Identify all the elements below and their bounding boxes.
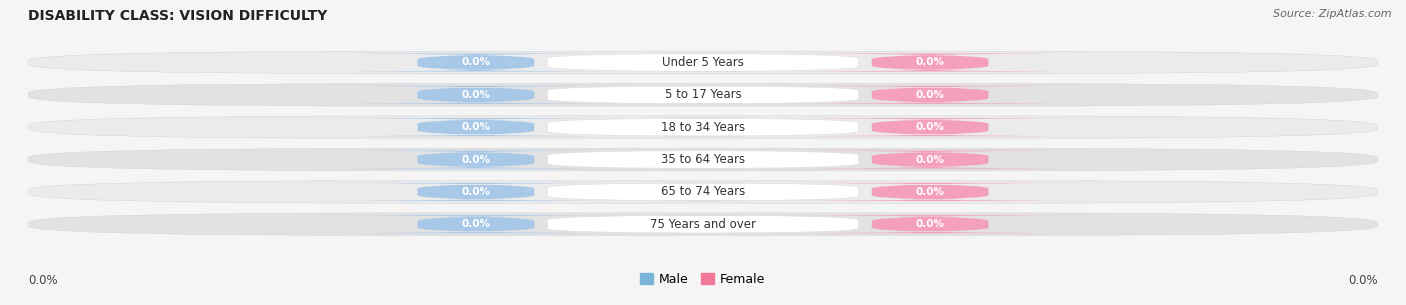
FancyBboxPatch shape [28, 84, 1378, 106]
FancyBboxPatch shape [755, 150, 1105, 169]
FancyBboxPatch shape [547, 53, 859, 72]
Text: 5 to 17 Years: 5 to 17 Years [665, 88, 741, 101]
Text: 0.0%: 0.0% [461, 155, 491, 164]
FancyBboxPatch shape [301, 183, 651, 201]
Text: Source: ZipAtlas.com: Source: ZipAtlas.com [1274, 9, 1392, 19]
Legend: Male, Female: Male, Female [636, 268, 770, 291]
Text: 0.0%: 0.0% [461, 90, 491, 100]
FancyBboxPatch shape [301, 150, 651, 169]
FancyBboxPatch shape [28, 116, 1378, 138]
FancyBboxPatch shape [755, 86, 1105, 104]
FancyBboxPatch shape [301, 215, 651, 233]
Text: 0.0%: 0.0% [915, 90, 945, 100]
FancyBboxPatch shape [301, 53, 651, 72]
Text: 0.0%: 0.0% [915, 122, 945, 132]
FancyBboxPatch shape [547, 86, 859, 104]
FancyBboxPatch shape [547, 150, 859, 169]
FancyBboxPatch shape [301, 86, 651, 104]
Text: 0.0%: 0.0% [461, 57, 491, 67]
Text: 0.0%: 0.0% [1348, 274, 1378, 287]
FancyBboxPatch shape [28, 51, 1378, 74]
FancyBboxPatch shape [547, 118, 859, 136]
Text: 0.0%: 0.0% [461, 219, 491, 229]
FancyBboxPatch shape [547, 215, 859, 233]
FancyBboxPatch shape [28, 213, 1378, 235]
FancyBboxPatch shape [755, 53, 1105, 72]
Text: 35 to 64 Years: 35 to 64 Years [661, 153, 745, 166]
Text: 0.0%: 0.0% [28, 274, 58, 287]
FancyBboxPatch shape [301, 118, 651, 136]
Text: 75 Years and over: 75 Years and over [650, 218, 756, 231]
FancyBboxPatch shape [28, 181, 1378, 203]
Text: 18 to 34 Years: 18 to 34 Years [661, 121, 745, 134]
Text: 0.0%: 0.0% [461, 122, 491, 132]
Text: 0.0%: 0.0% [915, 187, 945, 197]
Text: 0.0%: 0.0% [915, 57, 945, 67]
Text: Under 5 Years: Under 5 Years [662, 56, 744, 69]
FancyBboxPatch shape [547, 183, 859, 201]
FancyBboxPatch shape [755, 215, 1105, 233]
FancyBboxPatch shape [755, 118, 1105, 136]
Text: 0.0%: 0.0% [461, 187, 491, 197]
FancyBboxPatch shape [755, 183, 1105, 201]
Text: DISABILITY CLASS: VISION DIFFICULTY: DISABILITY CLASS: VISION DIFFICULTY [28, 9, 328, 23]
Text: 0.0%: 0.0% [915, 155, 945, 164]
Text: 0.0%: 0.0% [915, 219, 945, 229]
Text: 65 to 74 Years: 65 to 74 Years [661, 185, 745, 198]
FancyBboxPatch shape [28, 148, 1378, 171]
